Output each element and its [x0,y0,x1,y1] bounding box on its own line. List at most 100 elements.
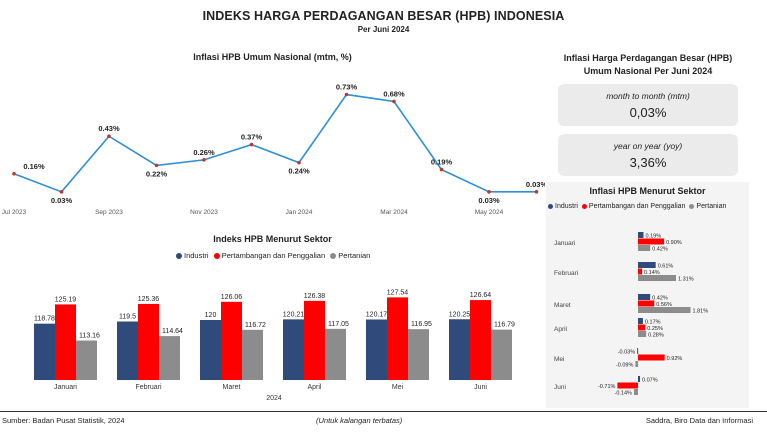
hbar-data-label: 0.56% [656,302,672,308]
bar-data-label: 119.5 [119,314,136,321]
hbar-industri [638,318,643,324]
hbar-industri [637,348,639,354]
bar-category-label: Februari [135,384,162,391]
hlegend-swatch-pertambangan [581,203,587,209]
mtm-label: month to month (mtm) [606,91,690,101]
hbar-pertambangan [617,382,638,389]
hbar-category-label: Januari [554,240,575,247]
bar-data-label: 116.95 [411,321,432,328]
mtm-card: month to month (mtm) 0,03% [558,84,738,126]
bar-data-label: 116.72 [245,322,266,329]
hbar-category-label: Juni [554,384,566,391]
line-point [154,163,159,168]
line-data-label: 0.73% [336,83,358,92]
hbar-industri [638,262,656,268]
footer-source: Sumber: Badan Pusat Statistik, 2024 [2,416,125,425]
bar-chart-legend: Industri Pertambangan dan Penggalian Per… [176,251,370,260]
yoy-label: year on year (yoy) [613,141,683,151]
hbar-data-label: 0.28% [648,333,664,339]
bar-industri [200,320,221,380]
line-point [439,167,444,172]
hbar-data-label: 0.42% [652,296,668,302]
hbar-pertanian [633,389,638,395]
bar-data-label: 120.17 [366,311,388,318]
mtm-value: 0,03% [629,105,667,120]
bar-data-label: 125.36 [138,296,160,303]
line-chart: 0.16% 0.03% 0.43% 0.22% 0.26% 0.37% 0.24% 0.73%… [2,83,545,216]
bar-data-label: 120.21 [283,311,305,318]
bar-data-label: 126.64 [470,292,492,299]
hbar-pertanian [635,361,638,367]
hbar-data-label: 0.61% [658,264,674,270]
line-data-label: 0.37% [241,133,263,142]
hbar-data-label: 0.92% [667,356,683,362]
line-point [297,160,301,165]
line-data-label: 0.22% [146,169,168,178]
hbar-industri [638,294,651,300]
hbar-data-label: -0.09% [616,363,634,369]
bar-data-label: 126.38 [304,293,326,300]
line-point [202,158,206,162]
line-chart-title: Inflasi HPB Umum Nasional (mtm, %) [193,52,352,62]
hbar-pertambangan [638,354,665,361]
hbar-industri [638,232,644,238]
footer-credit: Saddra, Biro Data dan Informasi [645,416,753,425]
hbar-data-label: 0.90% [666,240,682,246]
hbar-category-label: Februari [554,270,578,277]
hlegend-item-industri: Industri [548,203,578,210]
bar-pertanian [242,329,263,380]
hbar-chart-legend: Industri Pertambangan dan Penggalian Per… [548,203,726,210]
hbar-data-label: -0.71% [598,384,616,390]
bar-industri [449,319,470,380]
bar-industri [283,319,304,380]
line-data-label: 0.43% [98,124,120,133]
bar-pertanian [325,328,346,380]
bar-x-axis-label: 2024 [266,395,282,402]
hbar-industri [638,376,641,382]
hbar-pertanian [638,307,691,313]
bar-industri [34,323,55,380]
bar-pertanian [491,329,512,380]
bar-pertanian [159,336,180,380]
bar-pertambangan [221,301,242,380]
hbar-data-label: 0.19% [646,234,662,240]
footer-note: (Untuk kalangan terbatas) [316,416,403,425]
line-point [534,190,539,194]
line-data-label: 0.19% [431,158,453,167]
page-subtitle: Per Juni 2024 [357,25,410,34]
bar-pertambangan [387,297,408,380]
line-point [249,142,254,147]
hbar-data-label: 0.25% [647,326,663,332]
hlegend-swatch-industri [548,203,553,209]
bar-pertambangan [55,304,76,380]
bar-category-label: Mei [392,384,404,391]
line-data-label: 0.24% [288,167,310,176]
bar-data-label: 126.06 [221,294,243,301]
bar-pertambangan [470,300,491,380]
bar-data-label: 118.78 [34,316,55,323]
hbar-data-label: -0.14% [615,391,633,397]
sector-index-bar-chart: 118.78 125.19 113.16 Januari 119.5 125.36 114.… [34,289,515,402]
hbar-data-label: 0.07% [642,378,658,384]
bar-category-label: Juni [474,384,487,391]
yoy-card: year on year (yoy) 3,36% [558,134,738,176]
hbar-chart-title: Inflasi HPB Menurut Sektor [589,186,706,196]
hlegend-item-pertanian: Pertanian [689,203,726,210]
hbar-data-label: 0.17% [645,320,661,326]
x-tick-label: Sep 2023 [95,209,123,216]
bar-data-label: 127.54 [387,289,409,296]
hbar-data-label: -0.03% [618,350,636,356]
sector-inflation-hbar-chart: Januari0.19%0.90%0.42%Februari0.61%0.14%… [554,232,708,397]
line-data-label: 0.16% [23,162,45,171]
bar-chart-title: Indeks HPB Menurut Sektor [213,234,332,244]
legend-item-pertanian: Pertanian [330,251,370,260]
bar-data-label: 114.64 [162,328,183,335]
legend-swatch-pertambangan [213,253,220,260]
hbar-category-label: Mei [554,356,564,363]
bar-pertambangan [138,303,159,380]
line-data-label: 0.26% [193,148,215,157]
legend-item-industri: Industri [176,251,209,260]
line-point [392,99,396,104]
legend-swatch-industri [176,253,182,260]
hbar-data-label: 1.31% [678,277,694,283]
